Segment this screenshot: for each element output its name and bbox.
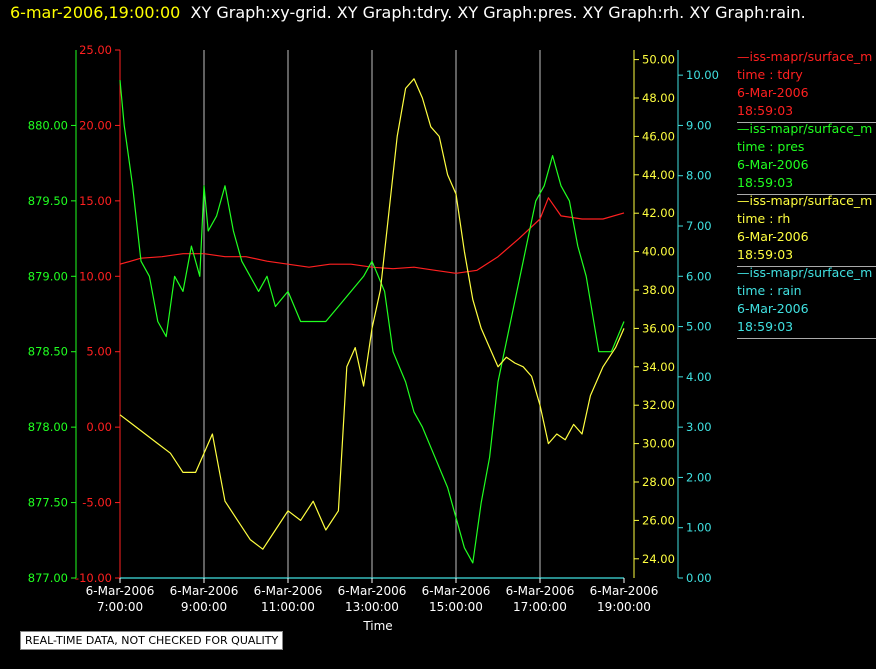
legend-name: —iss-mapr/surface_m — [737, 265, 873, 280]
rain-y-tick-label: 8.00 — [686, 169, 712, 183]
x-tick-time: 7:00:00 — [97, 600, 143, 614]
x-tick-time: 11:00:00 — [261, 600, 315, 614]
rain-y-tick-label: 6.00 — [686, 269, 712, 283]
tdry-y-tick-label: -10.00 — [75, 571, 112, 585]
rh-y-tick-label: 30.00 — [642, 437, 675, 451]
legend-var: time : rh — [737, 211, 791, 226]
legend-date: 6-Mar-2006 — [737, 301, 809, 316]
rh-y-tick-label: 38.00 — [642, 283, 675, 297]
title-timestamp: 6-mar-2006,19:00:00 — [10, 3, 181, 22]
x-tick-date: 6-Mar-2006 — [86, 584, 155, 598]
pres-y-tick-label: 878.00 — [28, 420, 68, 434]
legend-var: time : rain — [737, 283, 802, 298]
x-tick-date: 6-Mar-2006 — [254, 584, 323, 598]
tdry-y-tick-label: -5.00 — [82, 496, 112, 510]
rh-y-tick-label: 36.00 — [642, 321, 675, 335]
pres-y-tick-label: 879.50 — [28, 194, 68, 208]
legend-date: 6-Mar-2006 — [737, 157, 809, 172]
series-pres-line — [119, 80, 625, 564]
tdry-y-tick-label: 5.00 — [86, 345, 112, 359]
rh-y-tick-label: 40.00 — [642, 245, 675, 259]
x-tick-time: 19:00:00 — [597, 600, 651, 614]
rh-y-tick-label: 34.00 — [642, 360, 675, 374]
legend-date: 6-Mar-2006 — [737, 85, 809, 100]
x-tick-date: 6-Mar-2006 — [590, 584, 659, 598]
tdry-y-tick-label: 10.00 — [79, 269, 112, 283]
legend-time: 18:59:03 — [737, 175, 794, 190]
legend-divider — [737, 266, 876, 267]
rh-y-tick-label: 42.00 — [642, 206, 675, 220]
rh-y-tick-label: 26.00 — [642, 513, 675, 527]
legend-var: time : tdry — [737, 67, 803, 82]
rh-y-tick-label: 50.00 — [642, 53, 675, 67]
legend-name: —iss-mapr/surface_m — [737, 49, 873, 64]
rh-y-tick-label: 28.00 — [642, 475, 675, 489]
x-tick-time: 9:00:00 — [181, 600, 227, 614]
rain-y-tick-label: 2.00 — [686, 470, 712, 484]
tdry-y-tick-label: 0.00 — [86, 420, 112, 434]
legend-divider — [737, 338, 876, 339]
legend-name: —iss-mapr/surface_m — [737, 193, 873, 208]
pres-y-tick-label: 877.50 — [28, 496, 68, 510]
x-tick-date: 6-Mar-2006 — [170, 584, 239, 598]
legend-date: 6-Mar-2006 — [737, 229, 809, 244]
rain-y-tick-label: 10.00 — [686, 68, 719, 82]
legend-time: 18:59:03 — [737, 319, 794, 334]
x-tick-date: 6-Mar-2006 — [338, 584, 407, 598]
x-tick-date: 6-Mar-2006 — [506, 584, 575, 598]
x-tick-time: 17:00:00 — [513, 600, 567, 614]
legend-var: time : pres — [737, 139, 805, 154]
grid-lines — [203, 50, 541, 578]
rh-y-tick-label: 48.00 — [642, 91, 675, 105]
pres-y-tick-label: 880.00 — [28, 118, 68, 132]
quality-disclaimer: REAL-TIME DATA, NOT CHECKED FOR QUALITY — [20, 631, 284, 650]
rh-y-tick-label: 32.00 — [642, 398, 675, 412]
rain-y-tick-label: 9.00 — [686, 118, 712, 132]
legend-time: 18:59:03 — [737, 247, 794, 262]
rh-y-tick-label: 46.00 — [642, 129, 675, 143]
axes: 877.00 877.50 878.00 878.50 879.00 879.50 880.… — [28, 43, 719, 585]
rain-y-tick-label: 4.00 — [686, 370, 712, 384]
legend-divider — [737, 194, 876, 195]
pres-y-tick-label: 877.00 — [28, 571, 68, 585]
pres-y-tick-label: 878.50 — [28, 345, 68, 359]
rain-y-tick-label: 1.00 — [686, 521, 712, 535]
tdry-y-tick-label: 15.00 — [79, 194, 112, 208]
tdry-y-tick-label: 25.00 — [79, 43, 112, 57]
x-tick-date: 6-Mar-2006 — [422, 584, 491, 598]
x-axis-label: Time — [362, 619, 392, 633]
tdry-y-tick-label: 20.00 — [79, 118, 112, 132]
legend-name: —iss-mapr/surface_m — [737, 121, 873, 136]
x-tick-time: 13:00:00 — [345, 600, 399, 614]
rain-y-tick-label: 3.00 — [686, 420, 712, 434]
rain-y-tick-label: 0.00 — [686, 571, 712, 585]
pres-y-tick-label: 879.00 — [28, 269, 68, 283]
graph-title: 6-mar-2006,19:00:00 XY Graph:xy-grid. XY… — [10, 3, 806, 22]
title-graph-list: XY Graph:xy-grid. XY Graph:tdry. XY Grap… — [190, 3, 806, 22]
rain-y-tick-label: 7.00 — [686, 219, 712, 233]
legend-time: 18:59:03 — [737, 103, 794, 118]
series-rh-line — [119, 78, 625, 550]
rh-y-tick-label: 44.00 — [642, 168, 675, 182]
x-tick-labels: 6-Mar-2006 7:00:00 6-Mar-2006 9:00:00 6-Mar-… — [86, 578, 659, 614]
x-tick-time: 15:00:00 — [429, 600, 483, 614]
rh-y-tick-label: 24.00 — [642, 552, 675, 566]
rain-y-tick-label: 5.00 — [686, 320, 712, 334]
legend-divider — [737, 122, 876, 123]
